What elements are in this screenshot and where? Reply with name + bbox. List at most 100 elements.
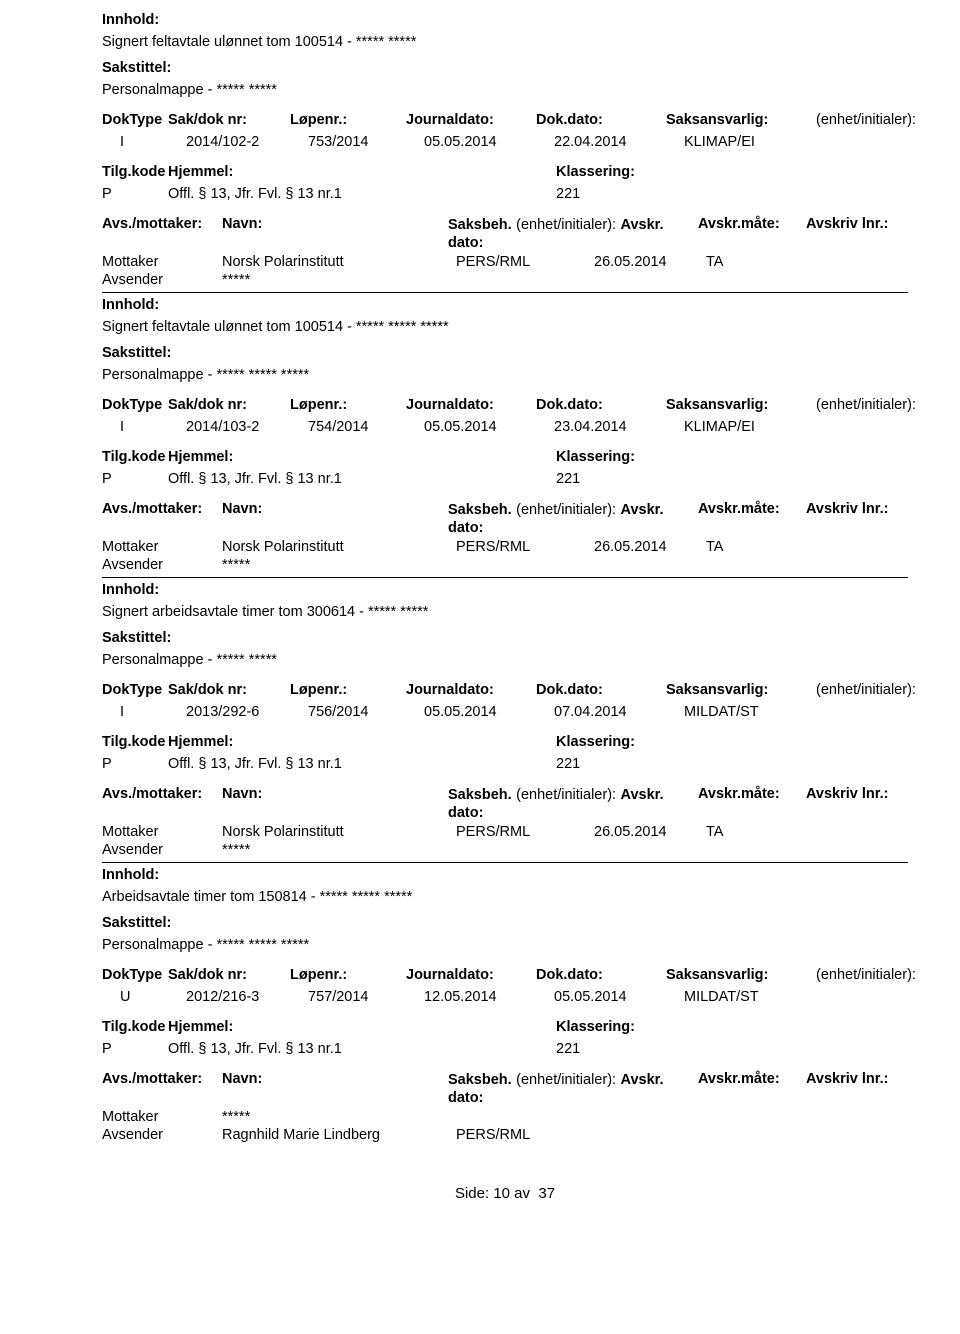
enhet-label: (enhet/initialer):: [816, 112, 936, 128]
sakstittel-value: Personalmappe - ***** *****: [102, 82, 908, 98]
journaldato-label: Journaldato:: [406, 682, 536, 698]
journal-record: Innhold: Signert feltavtale ulønnet tom …: [102, 297, 908, 578]
klassering-label: Klassering:: [556, 734, 756, 750]
innhold-value: Signert feltavtale ulønnet tom 100514 - …: [102, 319, 908, 335]
parties-list: Mottaker Norsk Polarinstitutt PERS/RML 2…: [102, 824, 908, 858]
sakstittel-value: Personalmappe - ***** *****: [102, 652, 908, 668]
party-role: Mottaker: [102, 254, 222, 270]
saksansv-value: KLIMAP/EI: [684, 419, 834, 435]
hjemmel-value: Offl. § 13, Jfr. Fvl. § 13 nr.1: [168, 471, 556, 487]
jdato-value: 05.05.2014: [424, 419, 554, 435]
sakdok-label: Sak/dok nr:: [168, 682, 290, 698]
doktype-value: U: [102, 989, 186, 1005]
klassering-label: Klassering:: [556, 1019, 756, 1035]
meta-value-row: I 2014/103-2 754/2014 05.05.2014 23.04.2…: [102, 419, 908, 435]
access-header-row: Tilg.kode Hjemmel: Klassering:: [102, 1019, 908, 1035]
sakdok-label: Sak/dok nr:: [168, 112, 290, 128]
enhet-label: (enhet/initialer):: [816, 397, 936, 413]
innhold-value: Signert feltavtale ulønnet tom 100514 - …: [102, 34, 908, 50]
side-label: Side:: [455, 1185, 489, 1202]
party-row: Mottaker *****: [102, 1109, 908, 1125]
lopenr-label: Løpenr.:: [290, 112, 406, 128]
ddato-value: 05.05.2014: [554, 989, 684, 1005]
saksbeh-label-group: Saksbeh. (enhet/initialer): Avskr. dato:: [448, 1071, 698, 1107]
party-avskrdato: [594, 557, 706, 573]
party-name: Norsk Polarinstitutt: [222, 824, 456, 840]
tilgkode-label: Tilg.kode: [102, 734, 168, 750]
party-saksbeh: PERS/RML: [456, 824, 594, 840]
tilgkode-label: Tilg.kode: [102, 1019, 168, 1035]
saksbeh-label: Saksbeh.: [448, 502, 512, 518]
party-header-row: Avs./mottaker: Navn: Saksbeh. (enhet/ini…: [102, 216, 908, 252]
access-value-row: P Offl. § 13, Jfr. Fvl. § 13 nr.1 221: [102, 1041, 908, 1057]
journal-record: Innhold: Arbeidsavtale timer tom 150814 …: [102, 867, 908, 1143]
sakstittel-label: Sakstittel:: [102, 60, 908, 76]
access-header-row: Tilg.kode Hjemmel: Klassering:: [102, 449, 908, 465]
innhold-label: Innhold:: [102, 12, 908, 28]
tilgkode-value: P: [102, 471, 168, 487]
enhet-label: (enhet/initialer):: [816, 967, 936, 983]
page-total: 37: [538, 1185, 555, 1202]
party-name: Ragnhild Marie Lindberg: [222, 1127, 456, 1143]
parties-list: Mottaker Norsk Polarinstitutt PERS/RML 2…: [102, 539, 908, 573]
saksbeh-label: Saksbeh.: [448, 1072, 512, 1088]
klassering-value: 221: [556, 1041, 756, 1057]
access-value-row: P Offl. § 13, Jfr. Fvl. § 13 nr.1 221: [102, 471, 908, 487]
dokdato-label: Dok.dato:: [536, 682, 666, 698]
party-avskrmate: TA: [706, 824, 766, 840]
doktype-value: I: [102, 134, 186, 150]
saksansvarlig-label: Saksansvarlig:: [666, 967, 816, 983]
tilgkode-label: Tilg.kode: [102, 164, 168, 180]
party-row: Avsender Ragnhild Marie Lindberg PERS/RM…: [102, 1127, 908, 1143]
saksbeh-enhet-label: (enhet/initialer):: [516, 502, 616, 518]
party-saksbeh: [456, 557, 594, 573]
avsmottaker-label: Avs./mottaker:: [102, 1071, 222, 1107]
hjemmel-label: Hjemmel:: [168, 1019, 556, 1035]
journal-record: Innhold: Signert arbeidsavtale timer tom…: [102, 582, 908, 863]
jdato-value: 12.05.2014: [424, 989, 554, 1005]
party-avskrdato: 26.05.2014: [594, 254, 706, 270]
party-row: Avsender *****: [102, 557, 908, 573]
party-header-row: Avs./mottaker: Navn: Saksbeh. (enhet/ini…: [102, 786, 908, 822]
sakstittel-label: Sakstittel:: [102, 630, 908, 646]
party-name: Norsk Polarinstitutt: [222, 539, 456, 555]
page-number: 10: [493, 1185, 510, 1202]
journaldato-label: Journaldato:: [406, 397, 536, 413]
party-row: Mottaker Norsk Polarinstitutt PERS/RML 2…: [102, 254, 908, 270]
party-saksbeh: [456, 842, 594, 858]
navn-label: Navn:: [222, 1071, 448, 1107]
party-saksbeh: PERS/RML: [456, 254, 594, 270]
party-avskrmate: [706, 1127, 766, 1143]
meta-header-row: DokType Sak/dok nr: Løpenr.: Journaldato…: [102, 112, 908, 128]
navn-label: Navn:: [222, 216, 448, 252]
party-saksbeh: PERS/RML: [456, 1127, 594, 1143]
saksbeh-label-group: Saksbeh. (enhet/initialer): Avskr. dato:: [448, 786, 698, 822]
innhold-label: Innhold:: [102, 582, 908, 598]
saksbeh-enhet-label: (enhet/initialer):: [516, 787, 616, 803]
lopenr-value: 756/2014: [308, 704, 424, 720]
saksbeh-label-group: Saksbeh. (enhet/initialer): Avskr. dato:: [448, 501, 698, 537]
doktype-value: I: [102, 704, 186, 720]
ddato-value: 07.04.2014: [554, 704, 684, 720]
saksbeh-label-group: Saksbeh. (enhet/initialer): Avskr. dato:: [448, 216, 698, 252]
party-role: Mottaker: [102, 1109, 222, 1125]
sakdok-value: 2013/292-6: [186, 704, 308, 720]
access-value-row: P Offl. § 13, Jfr. Fvl. § 13 nr.1 221: [102, 756, 908, 772]
lopenr-label: Løpenr.:: [290, 967, 406, 983]
avskrivlnr-label: Avskriv lnr.:: [806, 1071, 888, 1107]
sakdok-value: 2014/102-2: [186, 134, 308, 150]
lopenr-label: Løpenr.:: [290, 397, 406, 413]
navn-label: Navn:: [222, 786, 448, 822]
avskrivlnr-label: Avskriv lnr.:: [806, 216, 888, 252]
journal-record: Innhold: Signert feltavtale ulønnet tom …: [102, 12, 908, 293]
party-avskrmate: [706, 1109, 766, 1125]
party-avskrdato: 26.05.2014: [594, 539, 706, 555]
sakstittel-value: Personalmappe - ***** ***** *****: [102, 937, 908, 953]
dokdato-label: Dok.dato:: [536, 967, 666, 983]
navn-label: Navn:: [222, 501, 448, 537]
saksansvarlig-label: Saksansvarlig:: [666, 397, 816, 413]
hjemmel-value: Offl. § 13, Jfr. Fvl. § 13 nr.1: [168, 1041, 556, 1057]
sakstittel-value: Personalmappe - ***** ***** *****: [102, 367, 908, 383]
innhold-value: Signert arbeidsavtale timer tom 300614 -…: [102, 604, 908, 620]
party-name: *****: [222, 1109, 456, 1125]
